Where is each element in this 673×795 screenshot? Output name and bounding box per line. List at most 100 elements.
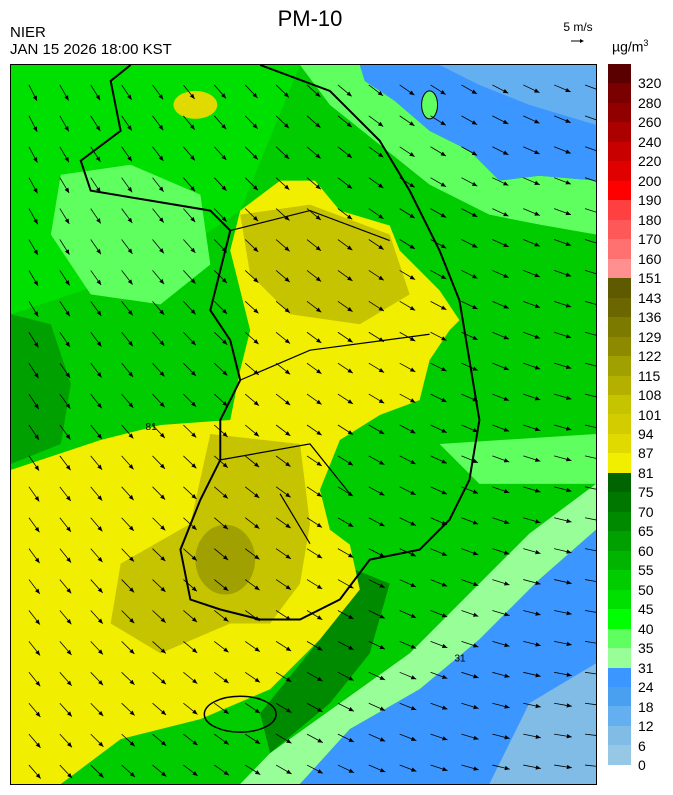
wind-arrow bbox=[183, 393, 197, 408]
wind-arrow bbox=[28, 641, 41, 656]
wind-arrow bbox=[59, 702, 73, 717]
wind-arrow bbox=[59, 177, 70, 194]
wind-arrow bbox=[368, 579, 385, 589]
wind-arrow bbox=[399, 84, 415, 96]
wind-arrow bbox=[399, 208, 416, 219]
wind-arrow bbox=[399, 733, 417, 741]
wind-arrow bbox=[306, 610, 323, 621]
legend-swatch bbox=[608, 570, 631, 590]
wind-arrow bbox=[214, 641, 229, 653]
legend-swatch bbox=[608, 531, 631, 551]
wind-arrow bbox=[337, 455, 354, 466]
wind-arrow bbox=[430, 671, 448, 679]
wind-arrow bbox=[399, 239, 416, 250]
wind-arrow bbox=[28, 146, 38, 163]
wind-arrow bbox=[183, 610, 198, 623]
wind-arrow bbox=[214, 610, 229, 622]
wind-arrow bbox=[430, 579, 448, 587]
wind-arrow bbox=[28, 579, 41, 595]
wind-arrow bbox=[59, 517, 72, 533]
legend-swatch bbox=[608, 219, 631, 240]
legend-label: 50 bbox=[638, 581, 654, 598]
wind-arrow bbox=[28, 672, 41, 687]
wind-arrow bbox=[275, 331, 291, 344]
wind-arrow bbox=[28, 115, 38, 132]
wind-arrow bbox=[523, 146, 540, 155]
wind-arrow bbox=[275, 239, 290, 252]
legend-swatch bbox=[608, 550, 631, 571]
wind-arrow bbox=[461, 548, 479, 556]
wind-arrow bbox=[90, 115, 101, 132]
wind-arrow bbox=[214, 702, 230, 715]
wind-arrow bbox=[244, 671, 261, 683]
wind-arrow bbox=[244, 331, 259, 345]
wind-arrow bbox=[183, 641, 198, 654]
wind-arrow bbox=[59, 84, 69, 101]
wind-arrow bbox=[90, 239, 102, 255]
wind-arrow bbox=[121, 362, 134, 378]
wind-arrow bbox=[368, 733, 386, 742]
wind-arrow bbox=[368, 764, 386, 773]
wind-arrow bbox=[121, 115, 133, 131]
wind-arrow bbox=[59, 115, 70, 132]
wind-arrow bbox=[399, 331, 416, 342]
wind-arrow bbox=[492, 610, 510, 617]
wind-arrow bbox=[59, 672, 73, 687]
legend-label: 81 bbox=[638, 464, 654, 481]
wind-vectors bbox=[28, 84, 596, 779]
wind-arrow bbox=[337, 177, 353, 189]
unit-text: µg/m bbox=[612, 38, 644, 55]
wind-arrow bbox=[492, 208, 509, 217]
legend-swatch bbox=[608, 472, 631, 493]
wind-arrow bbox=[306, 115, 321, 128]
wind-arrow bbox=[368, 671, 386, 681]
wind-arrow bbox=[461, 424, 479, 433]
wind-arrow bbox=[337, 393, 354, 405]
legend-swatch bbox=[608, 122, 631, 142]
wind-arrow bbox=[430, 208, 447, 218]
legend-label: 70 bbox=[638, 503, 654, 520]
wind-arrow bbox=[553, 146, 571, 154]
wind-arrow bbox=[430, 239, 447, 249]
legend-label: 136 bbox=[638, 309, 662, 326]
wind-arrow bbox=[90, 702, 104, 717]
wind-arrow bbox=[152, 424, 166, 439]
wind-arrow bbox=[28, 84, 38, 102]
legend-label: 260 bbox=[638, 114, 662, 131]
legend-swatch bbox=[608, 433, 631, 454]
wind-arrow bbox=[152, 579, 166, 593]
wind-arrow bbox=[275, 301, 291, 314]
wind-arrow bbox=[121, 332, 134, 347]
wind-arrow bbox=[275, 671, 292, 683]
wind-arrow bbox=[554, 702, 572, 708]
wind-arrow bbox=[244, 424, 260, 437]
wind-arrow bbox=[152, 702, 167, 716]
wind-arrow bbox=[399, 300, 416, 311]
legend-swatch bbox=[608, 745, 631, 765]
wind-arrow bbox=[523, 270, 541, 278]
wind-arrow bbox=[368, 610, 386, 619]
wind-arrow bbox=[275, 702, 292, 713]
wind-arrow bbox=[461, 671, 479, 679]
wind-arrow bbox=[28, 332, 39, 348]
wind-arrow bbox=[399, 393, 416, 403]
legend-label: 65 bbox=[638, 523, 654, 540]
wind-arrow bbox=[368, 270, 385, 281]
wind-arrow bbox=[152, 270, 165, 285]
wind-arrow bbox=[523, 641, 541, 647]
wind-arrow bbox=[337, 301, 353, 312]
wind-arrow bbox=[275, 393, 291, 406]
wind-arrow bbox=[121, 764, 136, 778]
wind-arrow bbox=[368, 424, 385, 435]
legend-swatch bbox=[608, 725, 631, 746]
wind-arrow bbox=[430, 486, 448, 495]
wind-arrow bbox=[492, 239, 509, 248]
legend-swatch bbox=[608, 609, 631, 629]
legend-label: 170 bbox=[638, 231, 662, 248]
wind-arrow bbox=[430, 733, 448, 741]
wind-arrow bbox=[306, 146, 321, 159]
wind-arrow bbox=[275, 641, 292, 652]
wind-arrow bbox=[59, 455, 71, 471]
wind-arrow bbox=[183, 517, 197, 531]
wind-arrow bbox=[121, 393, 134, 409]
